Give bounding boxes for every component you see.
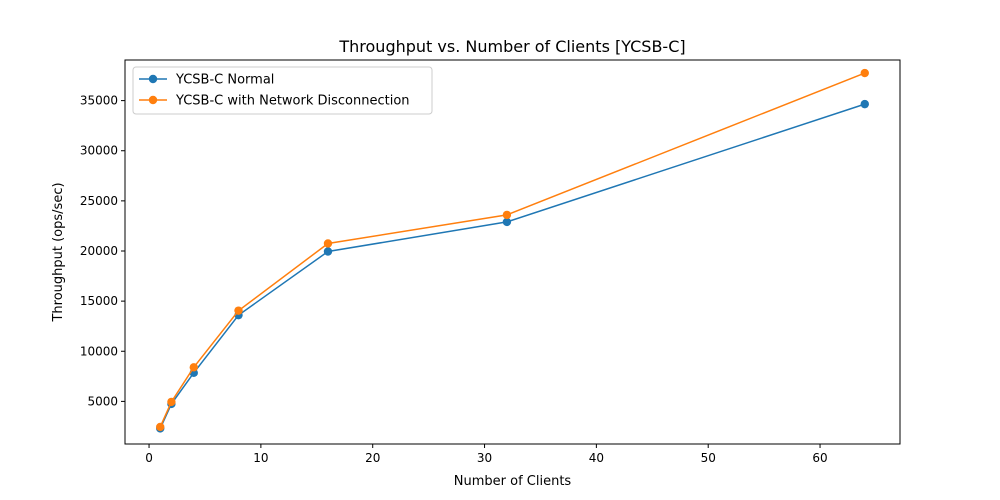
x-tick-label: 0 [145, 451, 153, 465]
data-point [502, 217, 512, 227]
x-tick-label: 40 [589, 451, 604, 465]
chart-title: Throughput vs. Number of Clients [YCSB-C… [338, 37, 685, 56]
plot-area [156, 68, 869, 433]
axes-frame [124, 59, 901, 445]
x-axis-label: Number of Clients [454, 474, 572, 489]
legend-marker [148, 95, 158, 105]
legend-label: YCSB-C with Network Disconnection [175, 94, 410, 109]
data-point [860, 99, 869, 109]
x-axis: 0 10 20 30 40 50 60 [145, 444, 828, 465]
y-tick-label: 15000 [80, 294, 118, 308]
data-point [323, 247, 333, 256]
data-point [323, 239, 333, 248]
y-tick-label: 25000 [80, 194, 118, 208]
x-tick-label: 20 [365, 451, 380, 465]
data-point [860, 68, 869, 78]
data-point [234, 306, 243, 315]
legend-box [132, 66, 433, 115]
y-tick-label: 35000 [80, 94, 118, 108]
data-point [189, 363, 198, 372]
y-tick-label: 5000 [87, 394, 118, 408]
data-point [156, 422, 165, 432]
x-tick-label: 50 [701, 451, 716, 465]
y-tick-label: 20000 [80, 244, 118, 258]
y-tick-label: 10000 [80, 344, 118, 358]
y-axis-label: Throughput (ops/sec) [51, 182, 66, 322]
legend-marker [148, 74, 158, 84]
x-tick-label: 30 [477, 451, 492, 465]
legend-label: YCSB-C Normal [175, 73, 274, 88]
data-point [167, 397, 176, 407]
x-tick-label: 10 [253, 451, 268, 465]
legend: YCSB-C Normal YCSB-C with Network Disconn… [132, 66, 433, 115]
x-tick-label: 60 [812, 451, 827, 465]
y-axis: 5000 10000 15000 20000 25000 30000 35000 [80, 94, 125, 408]
data-point [502, 210, 512, 220]
y-tick-label: 30000 [80, 144, 118, 158]
